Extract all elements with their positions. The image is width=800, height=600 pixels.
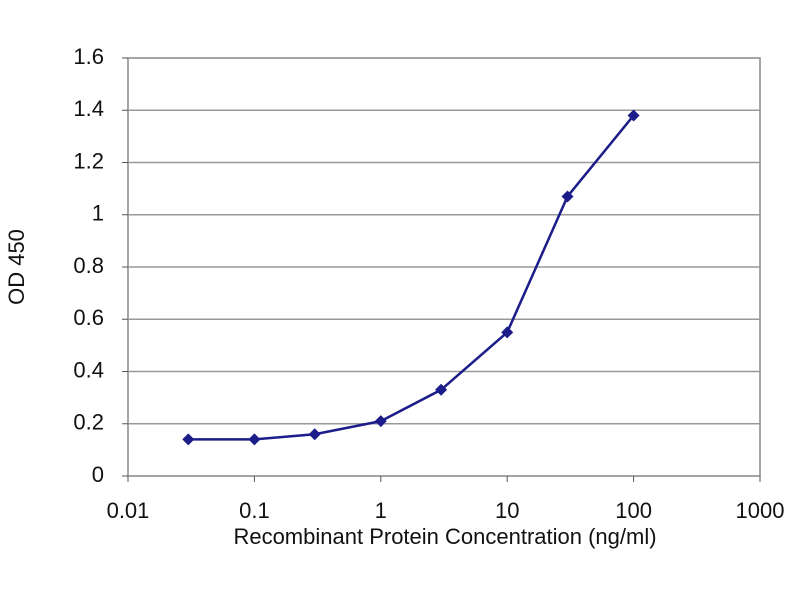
x-tick-label: 1000 (736, 498, 785, 523)
data-point (561, 190, 574, 203)
y-tick-label: 1.4 (73, 96, 104, 121)
x-axis-label: Recombinant Protein Concentration (ng/ml… (233, 524, 656, 549)
data-point (435, 383, 448, 396)
series-line (188, 114, 635, 441)
x-tick-label: 100 (615, 498, 652, 523)
y-tick-label: 0.8 (73, 253, 104, 278)
x-tick-label: 1 (375, 498, 387, 523)
data-point (501, 326, 514, 339)
y-tick-label: 1 (92, 201, 104, 226)
y-tick-label: 0.4 (73, 357, 104, 382)
y-tick-label: 1.6 (73, 44, 104, 69)
data-point (308, 428, 321, 441)
x-tick-label: 0.01 (107, 498, 150, 523)
y-tick-label: 0.2 (73, 410, 104, 435)
y-axis-label: OD 450 (4, 229, 29, 305)
y-tick-label: 1.2 (73, 148, 104, 173)
y-tick-label: 0 (92, 462, 104, 487)
data-point (248, 433, 261, 446)
x-tick-label: 0.1 (239, 498, 270, 523)
data-point (374, 415, 387, 428)
y-tick-label: 0.6 (73, 305, 104, 330)
x-tick-label: 10 (495, 498, 519, 523)
data-point (627, 109, 640, 122)
data-point (182, 433, 195, 446)
